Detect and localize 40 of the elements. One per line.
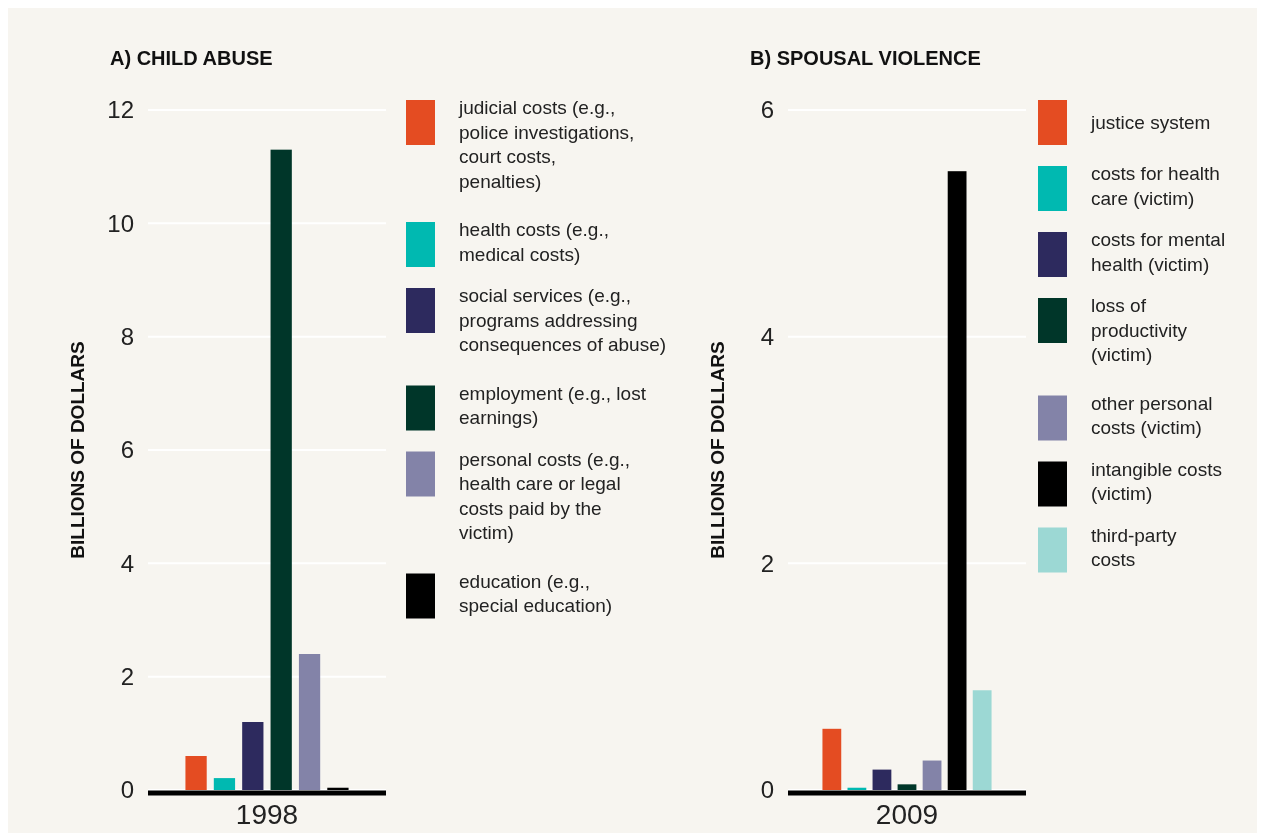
- chart-title: A) CHILD ABUSE: [110, 47, 273, 69]
- bar: [298, 654, 321, 790]
- bar: [872, 769, 892, 790]
- y-tick-label: 8: [120, 323, 134, 351]
- bar: [242, 722, 264, 790]
- legend-label: costs for mental health (victim): [1091, 229, 1226, 275]
- y-tick-label: 2: [120, 663, 134, 691]
- y-tick-label: 4: [120, 549, 134, 577]
- bar: [213, 778, 236, 790]
- legend-label: judicial costs (e.g., police investigations, court costs, penalties): [458, 97, 635, 192]
- legend-label: justice system: [1090, 112, 1211, 133]
- y-tick-label: 6: [120, 436, 134, 464]
- legend-label: social services (e.g., programs addressing consequences of abuse): [459, 285, 667, 355]
- legend-label: employment (e.g., lost earnings): [459, 382, 647, 428]
- legend-label: other personal costs (victim): [1091, 392, 1213, 438]
- y-axis-title: BILLIONS OF DOLLARS: [67, 341, 88, 559]
- y-tick-label: 2: [760, 549, 774, 577]
- bar: [270, 149, 292, 790]
- y-tick-label: 10: [107, 209, 134, 237]
- y-tick-label: 0: [760, 776, 774, 804]
- x-tick-label: 2009: [875, 799, 939, 830]
- bar: [822, 728, 842, 790]
- y-tick-label: 6: [760, 96, 774, 124]
- legend-label: education (e.g., special education): [459, 570, 613, 616]
- legend-label: health costs (e.g., medical costs): [459, 219, 609, 265]
- y-axis-title: BILLIONS OF DOLLARS: [707, 341, 728, 559]
- legend-label: intangible costs (victim): [1091, 458, 1222, 504]
- legend-label: costs for health care (victim): [1091, 163, 1220, 209]
- bar: [185, 756, 207, 790]
- legend-label: loss of productivity (victim): [1091, 295, 1188, 365]
- y-tick-label: 12: [107, 96, 134, 124]
- bar: [922, 760, 942, 790]
- bar: [897, 784, 917, 790]
- y-tick-label: 4: [760, 323, 774, 351]
- chart-title: B) SPOUSAL VIOLENCE: [750, 47, 981, 69]
- x-tick-label: 1998: [235, 799, 299, 830]
- y-tick-label: 0: [120, 776, 134, 804]
- legend-label: third-party costs: [1091, 524, 1178, 570]
- bar: [972, 690, 992, 790]
- legend-label: personal costs (e.g., health care or legal costs paid by the victim): [459, 448, 631, 543]
